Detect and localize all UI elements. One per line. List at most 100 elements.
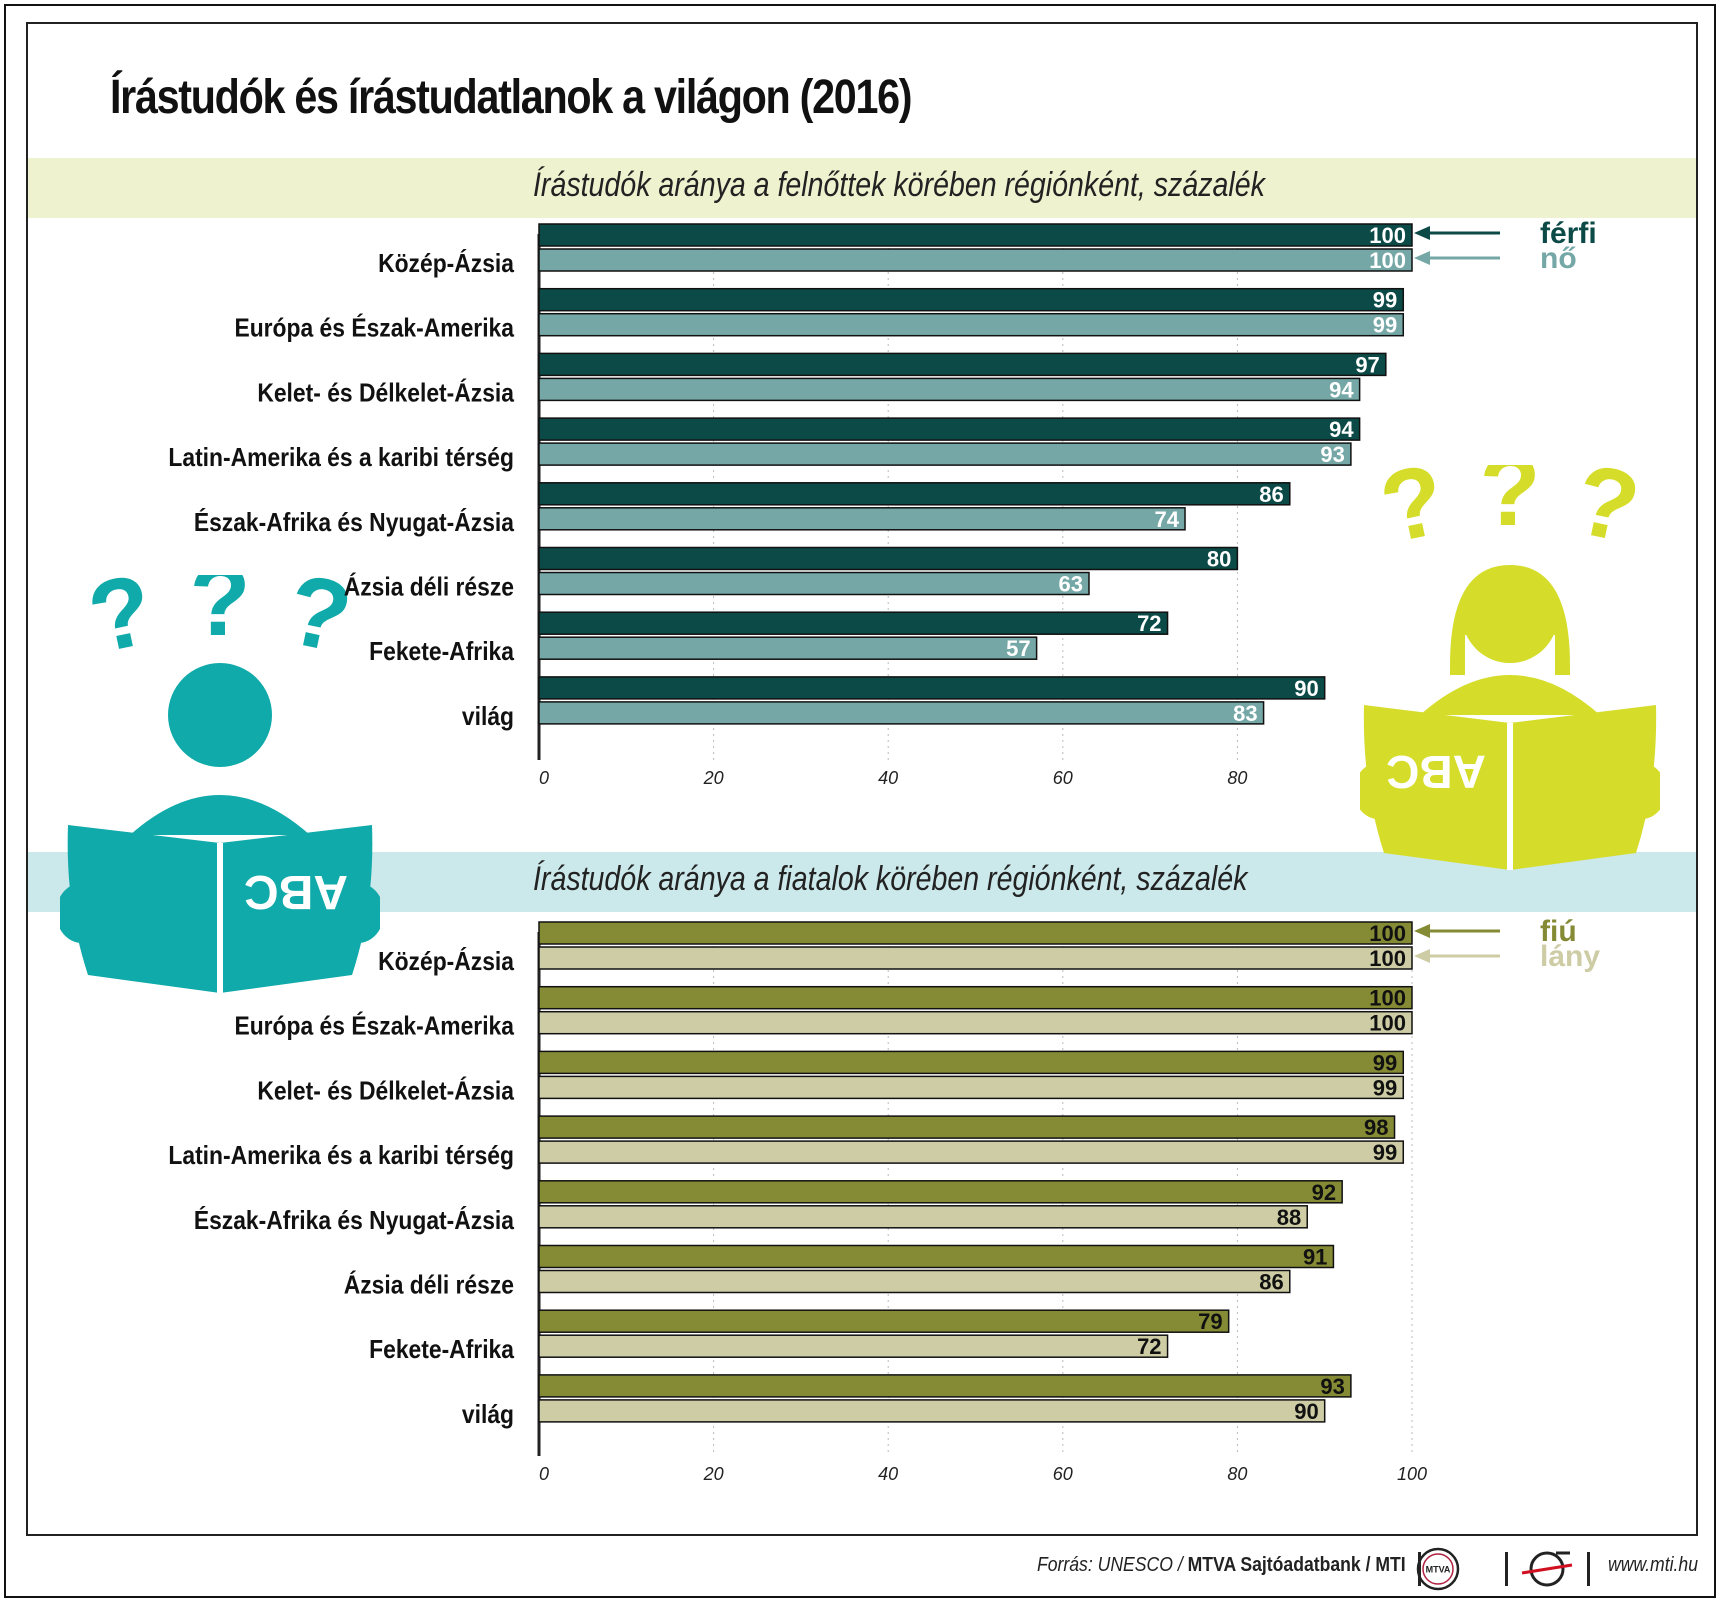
bar-adults-male	[538, 676, 1326, 700]
figure-shoulders	[1420, 675, 1600, 715]
bar-adults-male	[538, 287, 1405, 312]
book-text: ABC	[1386, 746, 1486, 798]
category-label-youth: Kelet- és Délkelet-Ázsia	[257, 1076, 514, 1106]
data-label-youth: 100	[1369, 921, 1406, 946]
figure-left-shapes: ? ? ?	[60, 575, 380, 993]
tick-label-youth: 0	[539, 1464, 549, 1484]
data-label-adults: 94	[1329, 377, 1354, 402]
data-label-youth: 79	[1198, 1309, 1222, 1334]
tick-label-youth: 20	[703, 1464, 724, 1484]
page-title: Írástudók és írástudatlanok a világon (2…	[110, 71, 913, 124]
data-label-youth: 88	[1277, 1205, 1301, 1230]
data-label-adults: 74	[1155, 507, 1180, 532]
bar-youth-male	[538, 1050, 1405, 1075]
data-label-youth: 99	[1373, 1140, 1397, 1165]
bar-youth-male	[538, 1244, 1335, 1269]
category-label-youth: világ	[462, 1401, 514, 1430]
bar-youth-female	[538, 1269, 1291, 1294]
bar-youth-male	[538, 921, 1413, 945]
question-mark-icon: ?	[1479, 465, 1540, 547]
data-label-youth: 93	[1320, 1374, 1344, 1399]
book-right-page	[1510, 705, 1657, 870]
footer-divider	[1418, 1552, 1421, 1586]
data-label-adults: 94	[1329, 417, 1354, 442]
figure-head	[1462, 567, 1558, 663]
mtva-logo-text: MTVA	[1426, 1565, 1451, 1575]
figure-head	[168, 663, 272, 767]
bar-adults-female	[538, 248, 1413, 272]
tick-label-youth: 40	[878, 1464, 898, 1484]
reading-boy-icon: ? ? ? ABC	[60, 575, 380, 993]
bar-youth-male	[538, 1309, 1230, 1333]
data-label-adults: 80	[1207, 547, 1231, 572]
tick-label-youth: 60	[1053, 1464, 1073, 1484]
footer-source: Forrás: UNESCO / MTVA Sajtóadatbank / MT…	[1037, 1554, 1406, 1577]
tick-label-adults: 60	[1053, 768, 1073, 788]
data-label-youth: 90	[1294, 1399, 1318, 1424]
book-right-page	[220, 825, 373, 993]
legend-arrowhead-icon	[1414, 226, 1430, 240]
category-label-adults: Latin-Amerika és a karibi térség	[168, 444, 514, 473]
footer-source-prefix: Forrás: UNESCO /	[1037, 1554, 1188, 1576]
footer-url: www.mti.hu	[1608, 1554, 1698, 1576]
data-label-adults: 86	[1259, 482, 1283, 507]
legend-arrowhead-icon	[1414, 949, 1430, 963]
data-label-adults: 99	[1373, 288, 1397, 313]
figure-shoulders	[130, 795, 310, 835]
bar-adults-male	[538, 482, 1291, 506]
bar-adults-female	[538, 312, 1405, 337]
category-label-youth: Fekete-Afrika	[369, 1336, 514, 1365]
figure-left-hand	[1360, 763, 1402, 819]
tick-label-adults: 40	[878, 768, 898, 788]
mti-logo-icon	[1521, 1551, 1573, 1587]
bar-youth-male	[538, 985, 1413, 1010]
data-label-youth: 99	[1373, 1050, 1397, 1075]
book-left-page	[67, 825, 221, 993]
category-label-youth: Latin-Amerika és a karibi térség	[168, 1142, 514, 1171]
bar-youth-female	[538, 1075, 1405, 1100]
mtva-logo-icon: MTVA	[1416, 1547, 1460, 1591]
bar-adults-female	[538, 377, 1361, 402]
category-label-youth: Észak-Afrika és Nyugat-Ázsia	[194, 1205, 515, 1235]
data-label-adults: 90	[1294, 676, 1318, 701]
legend-label-adults: nő	[1540, 242, 1577, 275]
data-label-adults: 100	[1369, 223, 1406, 248]
bar-youth-female	[538, 1140, 1405, 1164]
category-label-adults: Közép-Ázsia	[378, 249, 514, 279]
legend-label-youth: fiú	[1540, 915, 1577, 948]
bar-adults-female	[538, 442, 1352, 466]
bar-youth-female	[538, 1010, 1413, 1035]
category-label-adults: Ázsia déli része	[344, 572, 514, 602]
outer-frame	[4, 4, 1716, 1598]
category-label-adults: Kelet- és Délkelet-Ázsia	[257, 378, 514, 408]
legend-arrowhead-icon	[1414, 251, 1430, 265]
bar-youth-male	[538, 1374, 1352, 1398]
bar-adults-female	[538, 701, 1265, 725]
tick-label-adults: 80	[1227, 768, 1247, 788]
category-label-youth: Európa és Észak-Amerika	[234, 1011, 514, 1041]
footer-divider	[1505, 1552, 1508, 1586]
bar-adults-male	[538, 417, 1361, 441]
footer-source-bold: MTVA Sajtóadatbank / MTI	[1187, 1554, 1406, 1576]
data-label-adults: 99	[1373, 313, 1397, 338]
bar-adults-male	[538, 546, 1239, 571]
data-label-youth: 100	[1369, 946, 1406, 971]
chart-title-youth: Írástudók aránya a fiatalok körében régi…	[533, 860, 1248, 898]
bar-youth-male	[538, 1180, 1343, 1204]
data-label-adults: 57	[1006, 636, 1030, 661]
bar-youth-female	[538, 1334, 1169, 1358]
data-label-adults: 97	[1355, 352, 1379, 377]
data-label-adults: 93	[1320, 442, 1344, 467]
data-label-adults: 72	[1137, 611, 1161, 636]
category-label-youth: Ázsia déli része	[344, 1270, 514, 1300]
category-label-adults: világ	[462, 703, 514, 732]
tick-label-youth: 80	[1227, 1464, 1247, 1484]
category-label-adults: Fekete-Afrika	[369, 638, 514, 667]
inner-frame	[26, 22, 1698, 1536]
tick-label-adults: 20	[703, 768, 724, 788]
reading-girl-icon: ? ? ? ABC	[1360, 465, 1660, 870]
data-label-youth: 99	[1373, 1075, 1397, 1100]
bar-adults-male	[538, 223, 1413, 247]
data-label-youth: 98	[1364, 1115, 1388, 1140]
bar-adults-male	[538, 611, 1169, 635]
